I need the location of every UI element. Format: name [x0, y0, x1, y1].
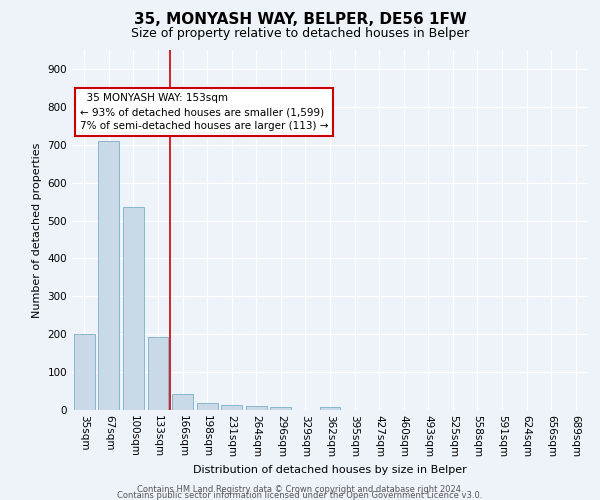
Bar [172, 394, 193, 410]
Y-axis label: Number of detached properties: Number of detached properties [32, 142, 42, 318]
Bar [148, 337, 169, 410]
Bar [221, 404, 242, 410]
Text: Contains public sector information licensed under the Open Government Licence v3: Contains public sector information licen… [118, 491, 482, 500]
Bar [197, 403, 218, 410]
Text: Contains HM Land Registry data © Crown copyright and database right 2024.: Contains HM Land Registry data © Crown c… [137, 485, 463, 494]
X-axis label: Distribution of detached houses by size in Belper: Distribution of detached houses by size … [193, 466, 467, 475]
Bar [74, 334, 95, 410]
Bar [123, 208, 144, 410]
Text: 35 MONYASH WAY: 153sqm
← 93% of detached houses are smaller (1,599)
7% of semi-d: 35 MONYASH WAY: 153sqm ← 93% of detached… [80, 93, 328, 131]
Bar [320, 408, 340, 410]
Bar [271, 407, 292, 410]
Text: 35, MONYASH WAY, BELPER, DE56 1FW: 35, MONYASH WAY, BELPER, DE56 1FW [134, 12, 466, 28]
Bar [98, 141, 119, 410]
Bar [246, 406, 267, 410]
Text: Size of property relative to detached houses in Belper: Size of property relative to detached ho… [131, 28, 469, 40]
